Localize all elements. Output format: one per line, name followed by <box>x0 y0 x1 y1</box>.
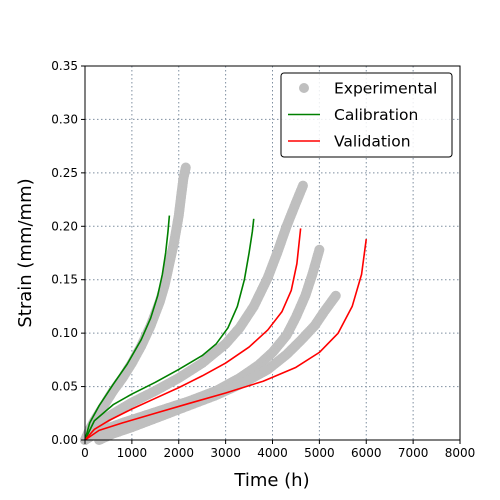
y-tick-label: 0.10 <box>51 326 78 340</box>
x-tick-label: 7000 <box>398 446 429 460</box>
y-tick-label: 0.20 <box>51 219 78 233</box>
legend-box <box>280 72 453 158</box>
x-tick-label: 4000 <box>257 446 288 460</box>
y-tick-label: 0.25 <box>51 166 78 180</box>
y-tick-label: 0.35 <box>51 59 78 73</box>
validation-line <box>84 239 368 441</box>
x-tick-label: 2000 <box>163 446 194 460</box>
calibration-line <box>84 215 171 441</box>
legend-label: Experimental <box>334 80 437 98</box>
experimental-point <box>330 290 341 301</box>
legend-label: Calibration <box>334 106 418 124</box>
y-axis-title: Strain (mm/mm) <box>15 178 36 327</box>
experimental-point <box>314 244 325 255</box>
x-axis: 0 1000 2000 3000 4000 5000 6000 7000 8000 <box>81 440 475 460</box>
y-axis: 0.00 0.05 0.10 0.15 0.20 0.25 0.30 0.35 <box>51 59 85 447</box>
validation-line <box>84 228 302 441</box>
experimental-point <box>180 162 191 173</box>
model-lines <box>84 215 368 441</box>
y-tick-label: 0.30 <box>51 112 78 126</box>
calibration-line <box>84 218 255 441</box>
x-tick-label: 8000 <box>445 446 476 460</box>
y-tick-label: 0.15 <box>51 273 78 287</box>
x-tick-label: 0 <box>81 446 89 460</box>
legend-marker <box>299 83 309 93</box>
x-tick-label: 5000 <box>304 446 335 460</box>
x-tick-label: 1000 <box>117 446 148 460</box>
x-axis-title: Time (h) <box>233 470 309 491</box>
experimental-point <box>297 180 308 191</box>
y-tick-label: 0.00 <box>51 433 78 447</box>
legend-label: Validation <box>334 133 411 151</box>
x-tick-label: 6000 <box>351 446 382 460</box>
y-tick-label: 0.05 <box>51 380 78 394</box>
legend: Experimental Calibration Validation <box>280 72 453 158</box>
x-tick-label: 3000 <box>210 446 241 460</box>
